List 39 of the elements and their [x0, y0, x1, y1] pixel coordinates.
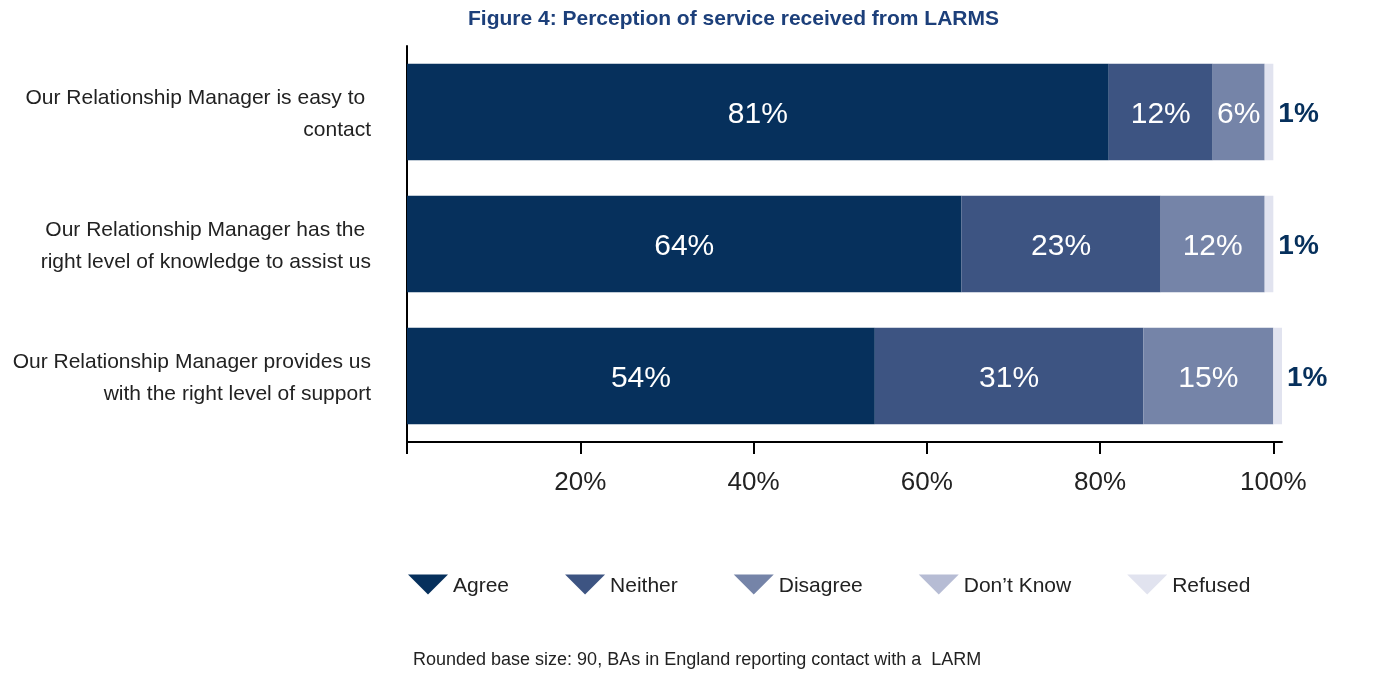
- text: Rounded base size: 90, BAs in England reporting contact with a LARM: [413, 649, 982, 669]
- x-tick-label: 100%: [1240, 466, 1307, 496]
- bar: [1264, 195, 1274, 293]
- x-tick-label: 80%: [1074, 466, 1127, 496]
- data-label: 12%: [1130, 95, 1191, 129]
- bar: [1264, 63, 1274, 161]
- bar: [961, 195, 1161, 293]
- y-tick-label: Our Relationship Manager has the right level of knowledge to assist us: [40, 216, 371, 272]
- x-tick-label: 40%: [727, 466, 780, 496]
- legend-label: Don’t Know: [963, 573, 1072, 596]
- bar: [1212, 63, 1265, 161]
- legend-label: Agree: [453, 573, 510, 596]
- data-label: 54%: [610, 359, 671, 393]
- bar: [1108, 63, 1213, 161]
- bar: [407, 327, 875, 425]
- data-label: 31%: [979, 359, 1040, 393]
- y-tick-label: Our Relationship Manager provides us with the right level of support: [12, 348, 372, 404]
- data-label: 1%: [1287, 360, 1328, 392]
- legend-label: Neither: [610, 573, 678, 596]
- data-label: 81%: [727, 95, 788, 129]
- bar: [1160, 195, 1265, 293]
- data-label: 23%: [1031, 227, 1092, 261]
- bar: [407, 63, 1109, 161]
- data-label: 15%: [1178, 359, 1239, 393]
- bar: [874, 327, 1144, 425]
- data-label: 6%: [1217, 95, 1261, 129]
- data-label: 1%: [1278, 96, 1319, 128]
- y-tick-label: Our Relationship Manager is easy to contact: [25, 84, 372, 140]
- x-tick-label: 60%: [900, 466, 953, 496]
- legend-label: Disagree: [778, 573, 863, 596]
- legend-label: Refused: [1172, 573, 1251, 596]
- bar: [1143, 327, 1274, 425]
- x-tick-label: 20%: [554, 466, 607, 496]
- chart-title: Figure 4: Perception of service received from LARMS: [468, 6, 999, 29]
- bar: [407, 195, 962, 293]
- data-label: 64%: [654, 227, 715, 261]
- data-label: 12%: [1182, 227, 1243, 261]
- data-label: 1%: [1278, 228, 1319, 260]
- bar: [1273, 327, 1282, 425]
